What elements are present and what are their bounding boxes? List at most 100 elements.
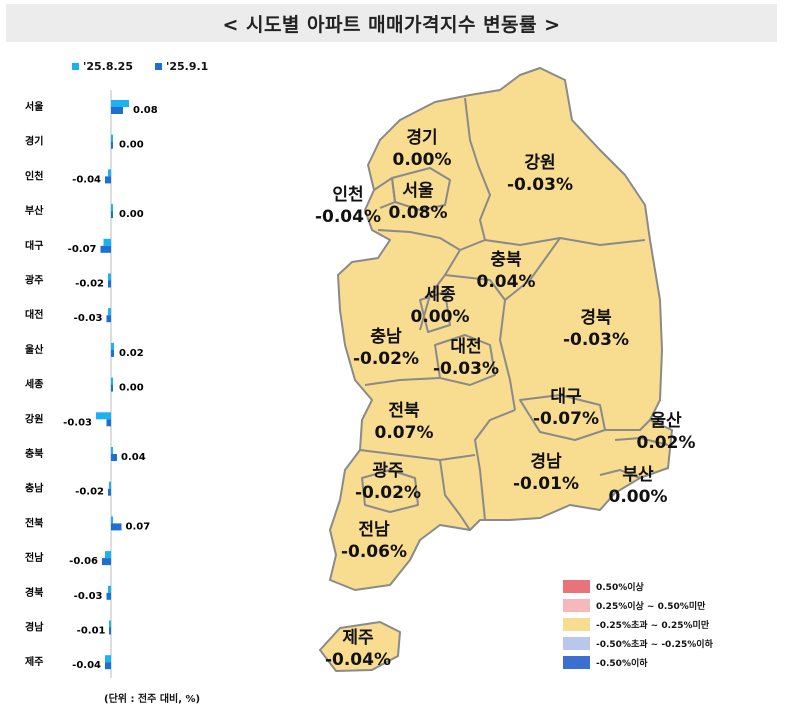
region-name: 세종 (424, 285, 456, 305)
value-label: 0.02 (119, 348, 144, 359)
map-legend-swatch (563, 637, 590, 650)
region-name: 제주 (342, 628, 374, 648)
region-name: 울산 (650, 411, 682, 431)
region-value: -0.03% (563, 330, 629, 350)
bar-prev (108, 273, 111, 281)
bar-curr (102, 558, 111, 566)
region-value: -0.03% (433, 359, 499, 379)
map-legend-row: -0.50%이하 (563, 653, 713, 672)
region-value: 0.08% (389, 203, 448, 223)
bar-curr (111, 454, 117, 461)
bar-curr (111, 211, 113, 219)
bar-legend: '25.8.25 '25.9.1 (72, 60, 208, 73)
map-legend: 0.50%이상 0.25%이상 ~ 0.50%미만 -0.25%초과 ~ 0.2… (563, 577, 713, 672)
region-name: 강원 (524, 153, 555, 173)
region-name: 광주 (372, 461, 404, 481)
value-label: 0.00 (119, 209, 144, 220)
bar-prev (111, 447, 113, 454)
map-legend-label: -0.25%초과 ~ 0.25%미만 (596, 621, 710, 631)
bar-prev (111, 516, 113, 524)
category-label: 광주 (25, 275, 43, 287)
map-legend-label: -0.50%이하 (596, 659, 648, 669)
region-name: 경남 (530, 452, 562, 472)
bar-curr (109, 627, 111, 635)
region-value: -0.07% (533, 409, 599, 429)
region-value: 0.00% (393, 150, 452, 170)
category-label: 강원 (25, 412, 43, 425)
map-legend-label: 0.25%이상 ~ 0.50%미만 (596, 602, 706, 612)
value-label: -0.04 (72, 660, 101, 671)
category-label: 충북 (25, 447, 43, 460)
value-label: 0.00 (119, 383, 144, 394)
category-label: 경남 (25, 621, 44, 634)
region-name: 경북 (580, 308, 612, 328)
bar-prev (111, 204, 113, 212)
value-label: -0.03 (63, 417, 92, 428)
map-jeju (319, 621, 401, 672)
legend-item-curr: '25.9.1 (155, 60, 208, 73)
region-value: 0.02% (637, 433, 696, 453)
legend-label-prev: '25.8.25 (83, 60, 133, 73)
value-label: -0.01 (77, 626, 106, 637)
region-name: 대전 (450, 337, 481, 357)
map-legend-label: -0.50%초과 ~ -0.25%이하 (596, 640, 713, 650)
value-label: -0.07 (68, 244, 97, 255)
value-label: -0.02 (75, 487, 104, 498)
region-name: 부산 (622, 465, 654, 485)
bar-curr (106, 592, 111, 600)
bar-prev (111, 134, 113, 142)
value-label: 0.04 (121, 452, 146, 463)
region-name: 인천 (332, 185, 363, 205)
region-name: 경기 (406, 128, 437, 148)
value-label: -0.04 (72, 174, 101, 185)
region-value: -0.04% (325, 650, 391, 670)
bar-curr (111, 107, 123, 114)
legend-swatch-prev (72, 63, 79, 70)
region-name: 충북 (490, 250, 522, 270)
region-name: 대구 (550, 387, 582, 407)
region-value: 0.04% (477, 272, 536, 292)
bar-prev (111, 377, 113, 385)
legend-item-prev: '25.8.25 (72, 60, 133, 73)
map-legend-row: -0.25%초과 ~ 0.25%미만 (563, 615, 713, 634)
bar-prev (108, 169, 111, 177)
bar-prev (108, 585, 111, 593)
bar-prev (105, 551, 111, 559)
bar-curr (105, 176, 111, 184)
bar-curr (100, 245, 111, 253)
bar-prev (109, 620, 111, 628)
map-legend-swatch (563, 656, 590, 669)
region-name: 충남 (370, 327, 402, 347)
region-value: -0.01% (513, 474, 579, 494)
bar-prev (105, 655, 111, 663)
category-label: 서울 (25, 100, 43, 113)
value-label: -0.03 (74, 591, 103, 602)
region-name: 전남 (358, 520, 390, 540)
map-legend-swatch (563, 580, 590, 593)
category-label: 대구 (25, 239, 43, 252)
bar-curr (111, 523, 122, 531)
region-value: -0.02% (353, 349, 419, 369)
bar-curr (108, 280, 111, 288)
value-label: -0.02 (75, 279, 104, 290)
map-legend-row: 0.50%이상 (563, 577, 713, 596)
bar-prev (111, 342, 114, 350)
value-label: 0.00 (119, 140, 144, 151)
map-legend-row: 0.25%이상 ~ 0.50%미만 (563, 596, 713, 615)
legend-swatch-curr (155, 63, 162, 70)
bar-curr (106, 419, 111, 427)
region-name: 전북 (388, 401, 420, 421)
map-legend-label: 0.50%이상 (596, 583, 644, 593)
region-value: -0.02% (355, 483, 421, 503)
title-bar: < 시도별 아파트 매매가격지수 변동률 > (6, 4, 777, 42)
category-label: 인천 (25, 169, 43, 182)
bar-curr (111, 349, 114, 357)
map-legend-row: -0.50%초과 ~ -0.25%이하 (563, 634, 713, 653)
category-label: 경기 (25, 135, 43, 148)
value-label: -0.03 (74, 313, 103, 324)
region-value: 0.00% (411, 307, 470, 327)
category-label: 대전 (25, 308, 43, 321)
chart-title: < 시도별 아파트 매매가격지수 변동률 > (222, 13, 561, 36)
bar-prev (96, 412, 111, 420)
